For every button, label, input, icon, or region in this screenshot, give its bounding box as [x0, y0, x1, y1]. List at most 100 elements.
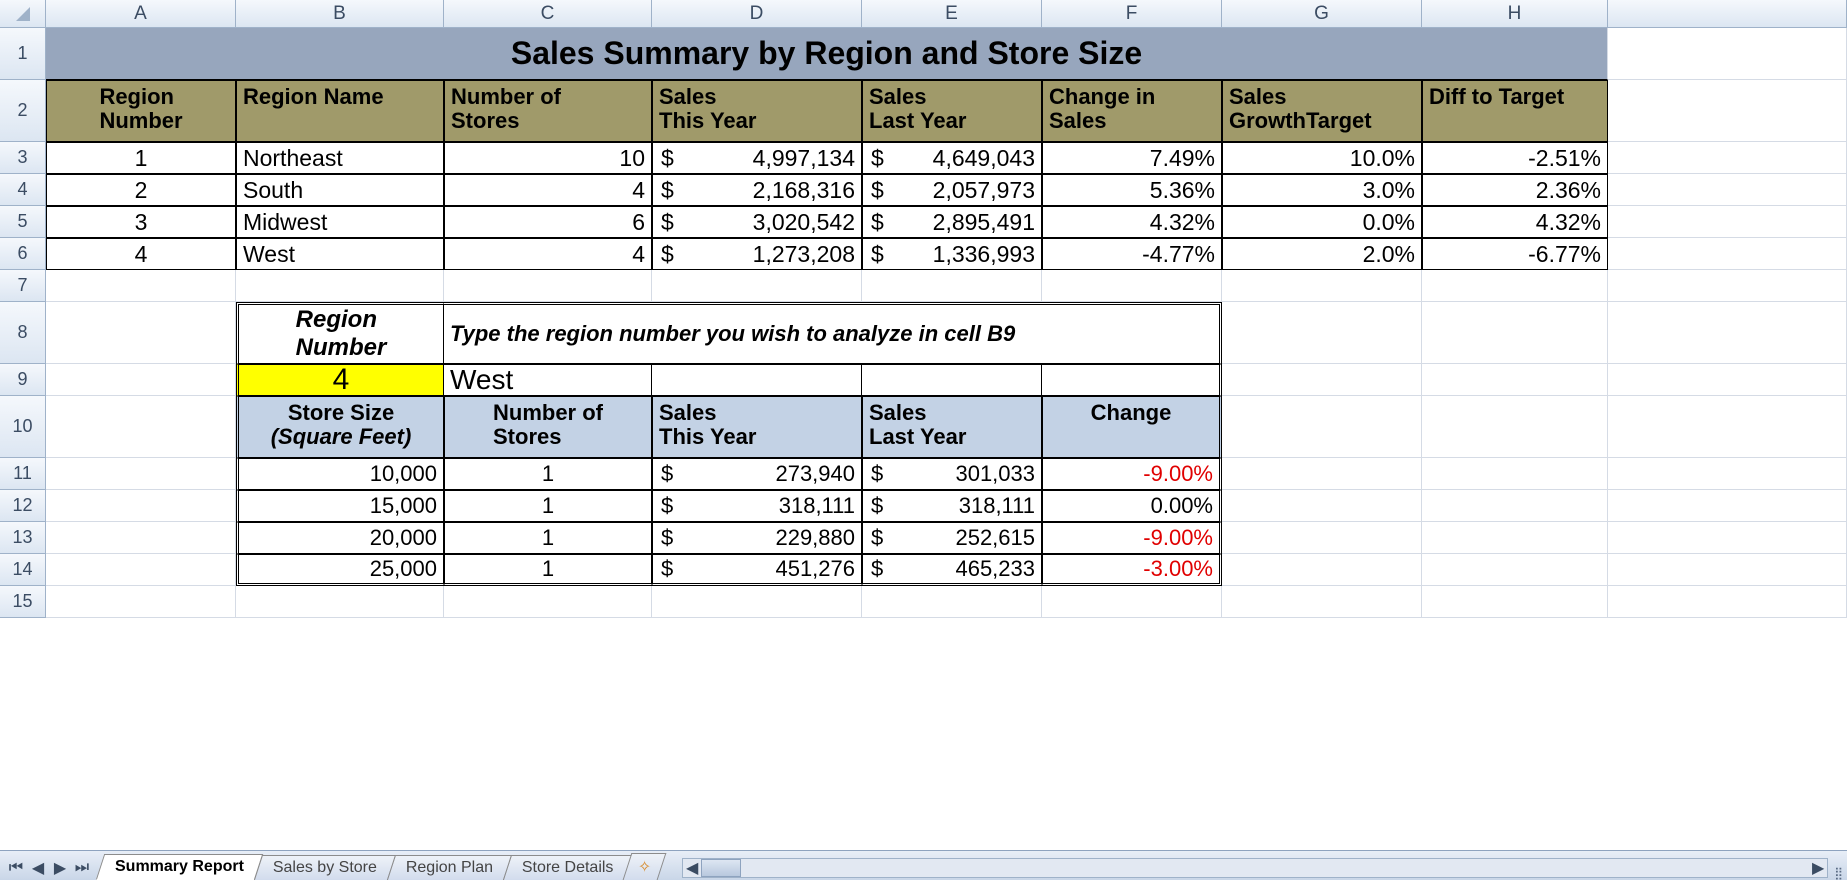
resize-grip-icon: ⣿: [1834, 866, 1843, 880]
row-header-14[interactable]: 14: [0, 554, 46, 586]
empty-cell[interactable]: [46, 554, 236, 586]
filler: [1608, 396, 1847, 458]
empty-cell[interactable]: [1422, 490, 1608, 522]
sales-last-year: $1,336,993: [862, 238, 1042, 270]
empty-cell[interactable]: [1422, 270, 1608, 302]
new-sheet-tab[interactable]: ✧: [622, 853, 666, 880]
row-header-6[interactable]: 6: [0, 238, 46, 270]
empty-cell[interactable]: [1042, 270, 1222, 302]
row-header-13[interactable]: 13: [0, 522, 46, 554]
sales-last-year: $318,111: [862, 490, 1042, 522]
empty-cell[interactable]: [46, 522, 236, 554]
empty-cell[interactable]: [236, 270, 444, 302]
tab-nav-last-icon[interactable]: ⏭: [72, 858, 92, 878]
new-sheet-icon: ✧: [638, 857, 651, 877]
empty-cell[interactable]: [652, 270, 862, 302]
row-header-3[interactable]: 3: [0, 142, 46, 174]
tab-nav-first-icon[interactable]: ⏮: [6, 858, 26, 878]
row-header-8[interactable]: 8: [0, 302, 46, 364]
region-name: South: [236, 174, 444, 206]
col-header-G[interactable]: G: [1222, 0, 1422, 28]
empty-cell[interactable]: [862, 586, 1042, 618]
empty-cell[interactable]: [1422, 364, 1608, 396]
empty-cell[interactable]: [236, 586, 444, 618]
empty-cell[interactable]: [1222, 490, 1422, 522]
row-header-2[interactable]: 2: [0, 80, 46, 142]
filler: [1608, 238, 1847, 270]
empty-cell[interactable]: [1422, 396, 1608, 458]
empty-cell[interactable]: [46, 396, 236, 458]
lookup-header-E: SalesLast Year: [862, 396, 1042, 458]
row-header-10[interactable]: 10: [0, 396, 46, 458]
empty-cell[interactable]: [1222, 554, 1422, 586]
empty-cell[interactable]: [1222, 364, 1422, 396]
filler: [1608, 270, 1847, 302]
col-header-A[interactable]: A: [46, 0, 236, 28]
col-header-H[interactable]: H: [1422, 0, 1608, 28]
sheet-tab[interactable]: Sales by Store: [254, 855, 396, 880]
empty-cell[interactable]: [46, 586, 236, 618]
spreadsheet-grid[interactable]: ABCDEFGH1Sales Summary by Region and Sto…: [0, 0, 1847, 618]
empty-cell[interactable]: [46, 270, 236, 302]
sales-last-year: $4,649,043: [862, 142, 1042, 174]
tab-nav-prev-icon[interactable]: ◀: [28, 858, 48, 878]
main-header-C: Number ofStores: [444, 80, 652, 142]
col-header-E[interactable]: E: [862, 0, 1042, 28]
row-header-4[interactable]: 4: [0, 174, 46, 206]
lookup-instruction: Type the region number you wish to analy…: [444, 302, 1222, 364]
row-header-15[interactable]: 15: [0, 586, 46, 618]
empty-cell[interactable]: [652, 586, 862, 618]
empty-cell[interactable]: [1422, 458, 1608, 490]
sheet-tab[interactable]: Summary Report: [96, 854, 263, 880]
empty-cell[interactable]: [46, 364, 236, 396]
region-input[interactable]: 4: [236, 364, 444, 396]
store-count: 1: [444, 490, 652, 522]
row-header-9[interactable]: 9: [0, 364, 46, 396]
filler: [1608, 522, 1847, 554]
row-header-12[interactable]: 12: [0, 490, 46, 522]
empty-cell[interactable]: [46, 302, 236, 364]
sales-this-year: $1,273,208: [652, 238, 862, 270]
tab-nav-next-icon[interactable]: ▶: [50, 858, 70, 878]
region-name: West: [236, 238, 444, 270]
empty-cell[interactable]: [1422, 302, 1608, 364]
empty-cell[interactable]: [444, 270, 652, 302]
empty-cell[interactable]: [1222, 458, 1422, 490]
row-header-5[interactable]: 5: [0, 206, 46, 238]
lookup-header-D: SalesThis Year: [652, 396, 862, 458]
col-header-B[interactable]: B: [236, 0, 444, 28]
empty-cell[interactable]: [1422, 586, 1608, 618]
select-all-corner[interactable]: [0, 0, 46, 28]
empty-cell[interactable]: [862, 270, 1042, 302]
empty-cell[interactable]: [1042, 586, 1222, 618]
scroll-right-icon[interactable]: ▶: [1809, 858, 1827, 878]
lookup-header-F: Change: [1042, 396, 1222, 458]
filler: [1608, 206, 1847, 238]
scroll-left-icon[interactable]: ◀: [683, 858, 701, 878]
row-header-7[interactable]: 7: [0, 270, 46, 302]
sheet-tab[interactable]: Store Details: [503, 855, 633, 880]
empty-cell[interactable]: [46, 458, 236, 490]
empty-cell[interactable]: [1422, 522, 1608, 554]
horizontal-scrollbar[interactable]: ◀ ▶: [682, 858, 1828, 878]
empty-cell[interactable]: [1422, 554, 1608, 586]
main-header-D: SalesThis Year: [652, 80, 862, 142]
empty-cell[interactable]: [1222, 522, 1422, 554]
empty-cell[interactable]: [1222, 586, 1422, 618]
row-header-11[interactable]: 11: [0, 458, 46, 490]
store-size: 20,000: [236, 522, 444, 554]
col-header-F[interactable]: F: [1042, 0, 1222, 28]
scroll-track[interactable]: [701, 859, 1809, 877]
scroll-thumb[interactable]: [701, 859, 741, 877]
sales-last-year: $252,615: [862, 522, 1042, 554]
col-header-C[interactable]: C: [444, 0, 652, 28]
empty-cell[interactable]: [1222, 302, 1422, 364]
empty-cell[interactable]: [1222, 270, 1422, 302]
empty-cell[interactable]: [1222, 396, 1422, 458]
col-header-D[interactable]: D: [652, 0, 862, 28]
region-number: 3: [46, 206, 236, 238]
empty-cell[interactable]: [46, 490, 236, 522]
empty-cell[interactable]: [444, 586, 652, 618]
sheet-tab[interactable]: Region Plan: [387, 855, 512, 880]
row-header-1[interactable]: 1: [0, 28, 46, 80]
